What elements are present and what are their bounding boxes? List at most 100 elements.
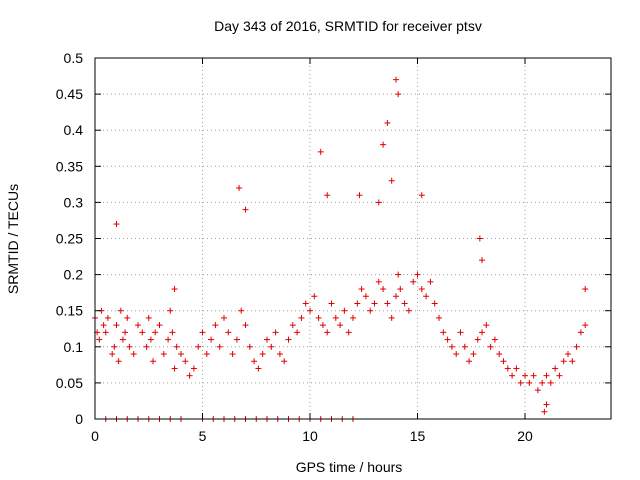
data-point <box>440 329 447 336</box>
y-tick-label: 0.35 <box>56 158 83 174</box>
data-point <box>582 286 589 293</box>
data-point <box>147 336 154 343</box>
data-point <box>573 343 580 350</box>
data-point <box>337 322 344 329</box>
data-point <box>276 351 283 358</box>
y-tick-label: 0.05 <box>56 375 83 391</box>
data-point <box>345 329 352 336</box>
data-point <box>332 314 339 321</box>
data-point <box>513 365 520 372</box>
data-point <box>216 343 223 350</box>
data-point <box>393 76 399 83</box>
data-point <box>246 343 253 350</box>
x-tick-label: 0 <box>91 428 99 444</box>
data-point <box>255 365 262 372</box>
y-tick-label: 0.25 <box>56 231 83 247</box>
data-point <box>109 351 116 358</box>
data-point <box>150 358 157 365</box>
data-point <box>496 351 503 358</box>
data-point <box>139 329 146 336</box>
data-point <box>203 351 210 358</box>
data-point <box>182 358 189 365</box>
x-axis-title: GPS time / hours <box>296 459 403 475</box>
data-point <box>517 379 524 386</box>
data-point <box>124 314 131 321</box>
data-point <box>152 329 159 336</box>
data-point <box>560 358 567 365</box>
scatter-points <box>92 76 589 422</box>
data-point <box>350 314 356 321</box>
x-tick-label: 10 <box>302 428 318 444</box>
data-point <box>491 336 498 343</box>
data-point <box>319 322 326 329</box>
data-point <box>448 343 455 350</box>
data-point <box>208 336 215 343</box>
data-point <box>483 322 490 329</box>
data-point <box>375 199 382 206</box>
data-point <box>238 307 245 314</box>
data-point <box>122 329 129 336</box>
data-point <box>362 293 369 300</box>
data-point <box>509 372 516 379</box>
data-point <box>461 343 468 350</box>
data-point <box>418 192 425 199</box>
data-point <box>221 314 227 321</box>
data-point <box>233 336 240 343</box>
data-point <box>556 372 563 379</box>
data-point <box>195 343 202 350</box>
data-point <box>453 351 460 358</box>
data-point <box>156 322 163 329</box>
data-point <box>104 314 111 321</box>
data-point <box>393 293 399 300</box>
data-point <box>371 300 378 307</box>
data-point <box>457 329 464 336</box>
data-point <box>259 351 266 358</box>
data-point <box>317 148 324 155</box>
data-point <box>281 358 288 365</box>
data-point <box>143 343 150 350</box>
x-tick-label: 15 <box>410 428 426 444</box>
data-point <box>272 329 279 336</box>
data-point <box>476 235 483 242</box>
y-axis: 0 0.05 0.1 0.15 0.2 0.25 0.3 0.35 0.4 0.45 0.5 <box>56 50 611 427</box>
data-point <box>268 343 275 350</box>
data-point <box>534 387 541 394</box>
data-point <box>569 358 576 365</box>
data-point <box>418 286 425 293</box>
data-point <box>126 343 133 350</box>
data-point <box>479 257 485 264</box>
y-tick-label: 0.15 <box>56 303 83 319</box>
plot-frame <box>94 57 612 420</box>
data-point <box>405 307 412 314</box>
data-point <box>169 329 176 336</box>
data-point <box>294 329 301 336</box>
data-point <box>311 293 318 300</box>
data-point <box>171 286 178 293</box>
data-point <box>414 271 421 278</box>
data-point <box>380 141 387 148</box>
data-point <box>395 271 402 278</box>
data-point <box>212 322 219 329</box>
data-point <box>577 329 584 336</box>
data-point <box>135 322 141 329</box>
x-tick-label: 5 <box>199 428 207 444</box>
data-point <box>547 379 554 386</box>
data-point <box>356 192 363 199</box>
data-point <box>190 365 197 372</box>
data-point <box>582 322 589 329</box>
data-point <box>384 119 391 126</box>
data-point <box>487 343 494 350</box>
data-point <box>165 336 172 343</box>
data-point <box>298 314 305 321</box>
data-point <box>436 314 442 321</box>
data-point <box>242 206 249 213</box>
data-point <box>543 401 550 408</box>
data-point <box>552 365 559 372</box>
data-point <box>324 329 331 336</box>
data-point <box>302 300 309 307</box>
data-point <box>145 314 152 321</box>
y-tick-label: 0.1 <box>64 339 84 355</box>
data-point <box>388 177 395 184</box>
data-point <box>160 351 167 358</box>
data-point <box>315 314 322 321</box>
